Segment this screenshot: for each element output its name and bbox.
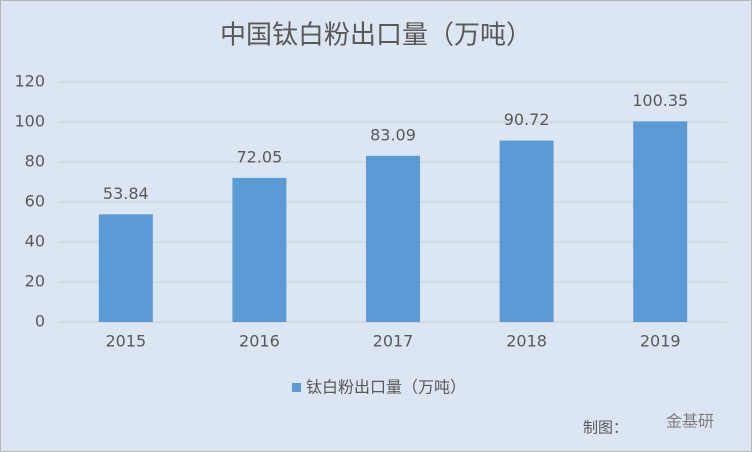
data-label: 72.05 [236,147,282,166]
bar [232,177,287,322]
bar [98,214,153,322]
x-tick-label: 2017 [373,332,414,351]
x-tick-label: 2016 [239,332,280,351]
y-tick-label: 60 [25,192,45,211]
x-tick-label: 2019 [640,332,681,351]
bar [499,140,554,322]
x-tick-label: 2015 [105,332,146,351]
y-tick-label: 40 [25,232,45,251]
y-tick-label: 80 [25,152,45,171]
annotation: 制图： [583,419,628,437]
x-tick-label: 2018 [506,332,547,351]
legend-label: 钛白粉出口量（万吨） [306,378,466,397]
data-label: 90.72 [504,110,550,129]
data-label: 83.09 [370,125,416,144]
data-label: 100.35 [632,91,688,110]
chart-title: 中国钛白粉出口量（万吨） [220,21,532,51]
bar [366,155,420,322]
watermark: 金基研 [666,412,714,431]
y-tick-label: 0 [35,312,45,331]
y-tick-label: 20 [25,272,45,291]
y-tick-label: 100 [14,112,45,131]
bar [633,121,688,322]
legend-swatch [292,383,301,392]
y-tick-label: 120 [14,72,45,91]
data-label: 53.84 [103,184,149,203]
